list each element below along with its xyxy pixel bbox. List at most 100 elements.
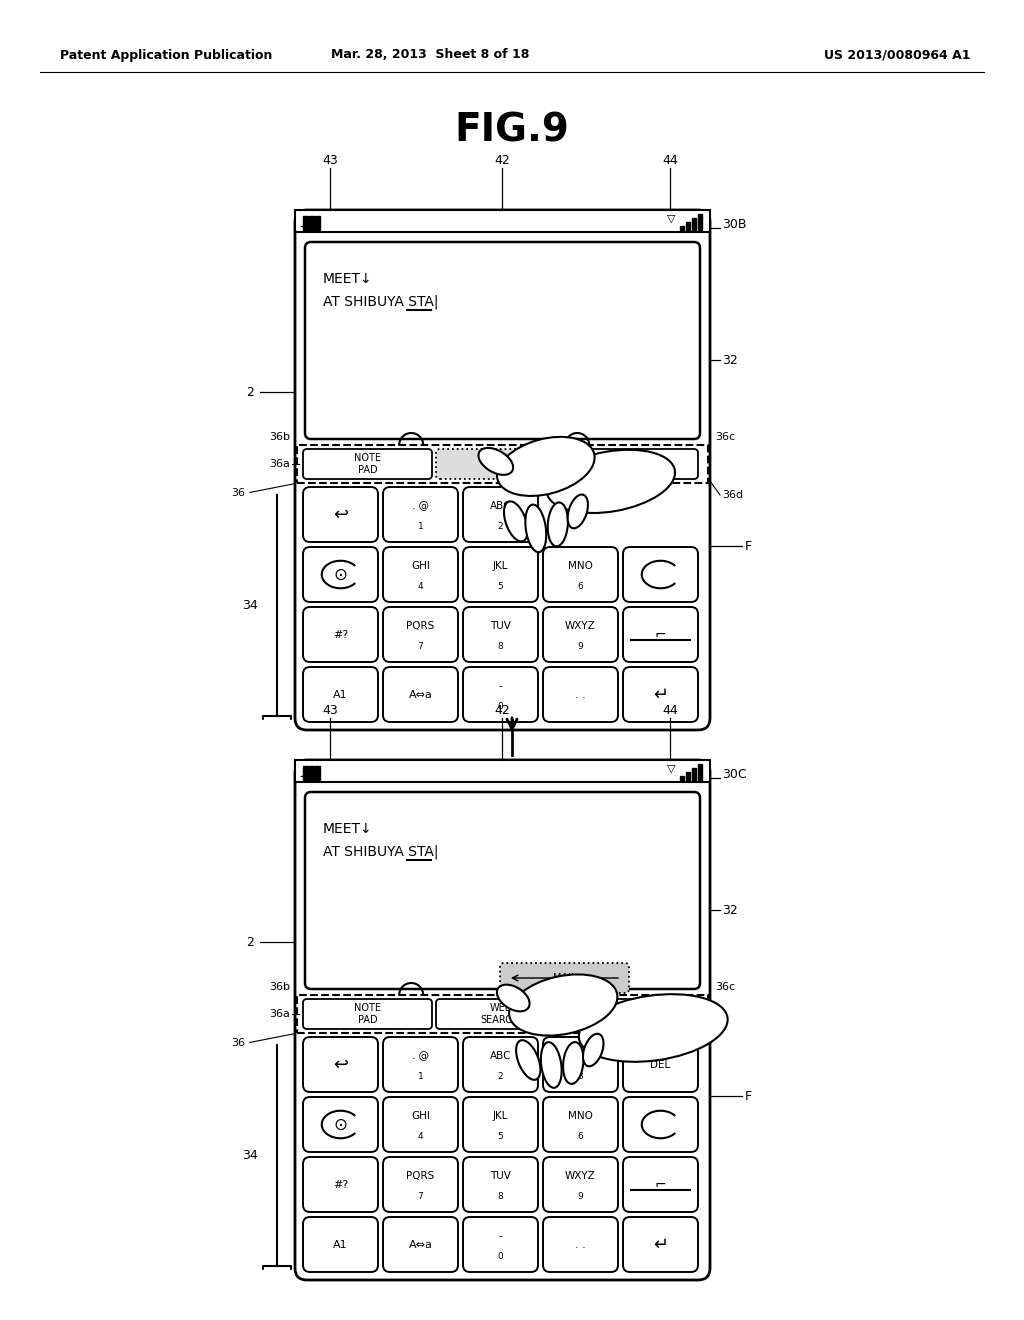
FancyBboxPatch shape <box>303 1097 378 1152</box>
Bar <box>303 216 308 230</box>
Text: NOTE
PAD: NOTE PAD <box>354 1003 381 1024</box>
Text: 0: 0 <box>498 1253 504 1261</box>
Text: 44: 44 <box>663 704 678 717</box>
Text: MAIL: MAIL <box>488 459 512 469</box>
Text: FIG.9: FIG.9 <box>455 111 569 149</box>
FancyBboxPatch shape <box>303 1038 378 1092</box>
Text: MEET↓
AT SHIBUYA STA|: MEET↓ AT SHIBUYA STA| <box>323 272 438 309</box>
FancyBboxPatch shape <box>303 1158 378 1212</box>
FancyBboxPatch shape <box>383 607 458 663</box>
FancyBboxPatch shape <box>623 546 698 602</box>
Text: A1: A1 <box>333 1239 348 1250</box>
FancyBboxPatch shape <box>463 487 538 543</box>
Text: MAIL: MAIL <box>622 1008 645 1019</box>
Text: 3: 3 <box>578 1072 584 1081</box>
FancyBboxPatch shape <box>303 449 432 479</box>
Text: Mar. 28, 2013  Sheet 8 of 18: Mar. 28, 2013 Sheet 8 of 18 <box>331 49 529 62</box>
FancyBboxPatch shape <box>303 667 378 722</box>
FancyBboxPatch shape <box>463 1217 538 1272</box>
FancyBboxPatch shape <box>303 607 378 663</box>
FancyBboxPatch shape <box>463 1097 538 1152</box>
Text: 36a: 36a <box>269 1008 290 1019</box>
FancyBboxPatch shape <box>383 1097 458 1152</box>
FancyBboxPatch shape <box>463 546 538 602</box>
Text: . @: . @ <box>412 502 429 511</box>
Bar <box>686 772 690 780</box>
Text: 32: 32 <box>722 904 737 916</box>
Text: 43: 43 <box>323 704 338 717</box>
Text: 6: 6 <box>578 1133 584 1140</box>
Ellipse shape <box>504 502 527 541</box>
Text: 36b: 36b <box>269 432 290 442</box>
Bar <box>309 216 314 230</box>
Text: 36c: 36c <box>715 982 735 993</box>
FancyBboxPatch shape <box>543 1097 618 1152</box>
FancyBboxPatch shape <box>383 546 458 602</box>
Text: MNO: MNO <box>568 1111 593 1121</box>
Ellipse shape <box>567 495 588 528</box>
Text: ↵: ↵ <box>653 685 668 704</box>
Text: NOTE
PAD: NOTE PAD <box>354 453 381 475</box>
Text: 1: 1 <box>418 523 423 531</box>
FancyBboxPatch shape <box>543 1217 618 1272</box>
Text: 5: 5 <box>498 1133 504 1140</box>
Bar <box>692 768 696 780</box>
Text: -: - <box>499 1232 503 1241</box>
Text: DEF: DEF <box>570 1051 591 1061</box>
Text: ABC: ABC <box>489 502 511 511</box>
Text: ⊙: ⊙ <box>334 1115 347 1134</box>
Text: 2: 2 <box>498 1072 504 1081</box>
Bar <box>686 222 690 230</box>
Text: ↩: ↩ <box>333 506 348 524</box>
Text: 30C: 30C <box>722 768 746 781</box>
FancyBboxPatch shape <box>500 964 629 993</box>
FancyBboxPatch shape <box>543 1038 618 1092</box>
Text: 7: 7 <box>418 1192 423 1201</box>
Text: ⌐: ⌐ <box>654 1177 667 1192</box>
Text: PQRS: PQRS <box>407 1171 434 1181</box>
Text: 2: 2 <box>498 523 504 531</box>
Text: MAIL: MAIL <box>553 973 577 983</box>
Text: 36a: 36a <box>269 459 290 469</box>
FancyBboxPatch shape <box>303 1217 378 1272</box>
Text: 2: 2 <box>246 385 254 399</box>
Text: 7: 7 <box>418 642 423 651</box>
Text: 42: 42 <box>495 153 510 166</box>
Text: 9: 9 <box>578 642 584 651</box>
Text: ⊙: ⊙ <box>334 565 347 583</box>
FancyBboxPatch shape <box>463 1038 538 1092</box>
Text: ◄: ◄ <box>300 220 307 230</box>
Text: WXYZ: WXYZ <box>565 1171 596 1181</box>
Text: 36: 36 <box>231 488 245 498</box>
FancyBboxPatch shape <box>463 667 538 722</box>
FancyBboxPatch shape <box>305 242 700 440</box>
Text: 36c: 36c <box>715 432 735 442</box>
Text: . @: . @ <box>412 1051 429 1061</box>
FancyBboxPatch shape <box>436 449 565 479</box>
Text: GHI: GHI <box>411 1111 430 1121</box>
FancyBboxPatch shape <box>463 607 538 663</box>
FancyBboxPatch shape <box>303 487 378 543</box>
Text: 2: 2 <box>246 936 254 949</box>
Bar <box>698 214 702 230</box>
FancyBboxPatch shape <box>305 792 700 989</box>
Text: 36d: 36d <box>722 490 743 500</box>
Text: ⌐: ⌐ <box>654 627 667 642</box>
FancyBboxPatch shape <box>383 487 458 543</box>
Text: ▽: ▽ <box>667 763 675 774</box>
Bar <box>303 766 308 780</box>
Text: 0: 0 <box>498 702 504 711</box>
Text: #?: #? <box>333 1180 348 1189</box>
Text: 34: 34 <box>242 599 258 612</box>
Text: . .: . . <box>575 689 586 700</box>
Text: 43: 43 <box>323 153 338 166</box>
FancyBboxPatch shape <box>543 667 618 722</box>
FancyBboxPatch shape <box>543 546 618 602</box>
Text: 44: 44 <box>663 153 678 166</box>
Ellipse shape <box>579 994 728 1061</box>
Ellipse shape <box>516 1040 541 1080</box>
FancyBboxPatch shape <box>623 607 698 663</box>
Ellipse shape <box>583 1034 603 1067</box>
Ellipse shape <box>548 503 568 546</box>
Text: WXYZ: WXYZ <box>565 622 596 631</box>
